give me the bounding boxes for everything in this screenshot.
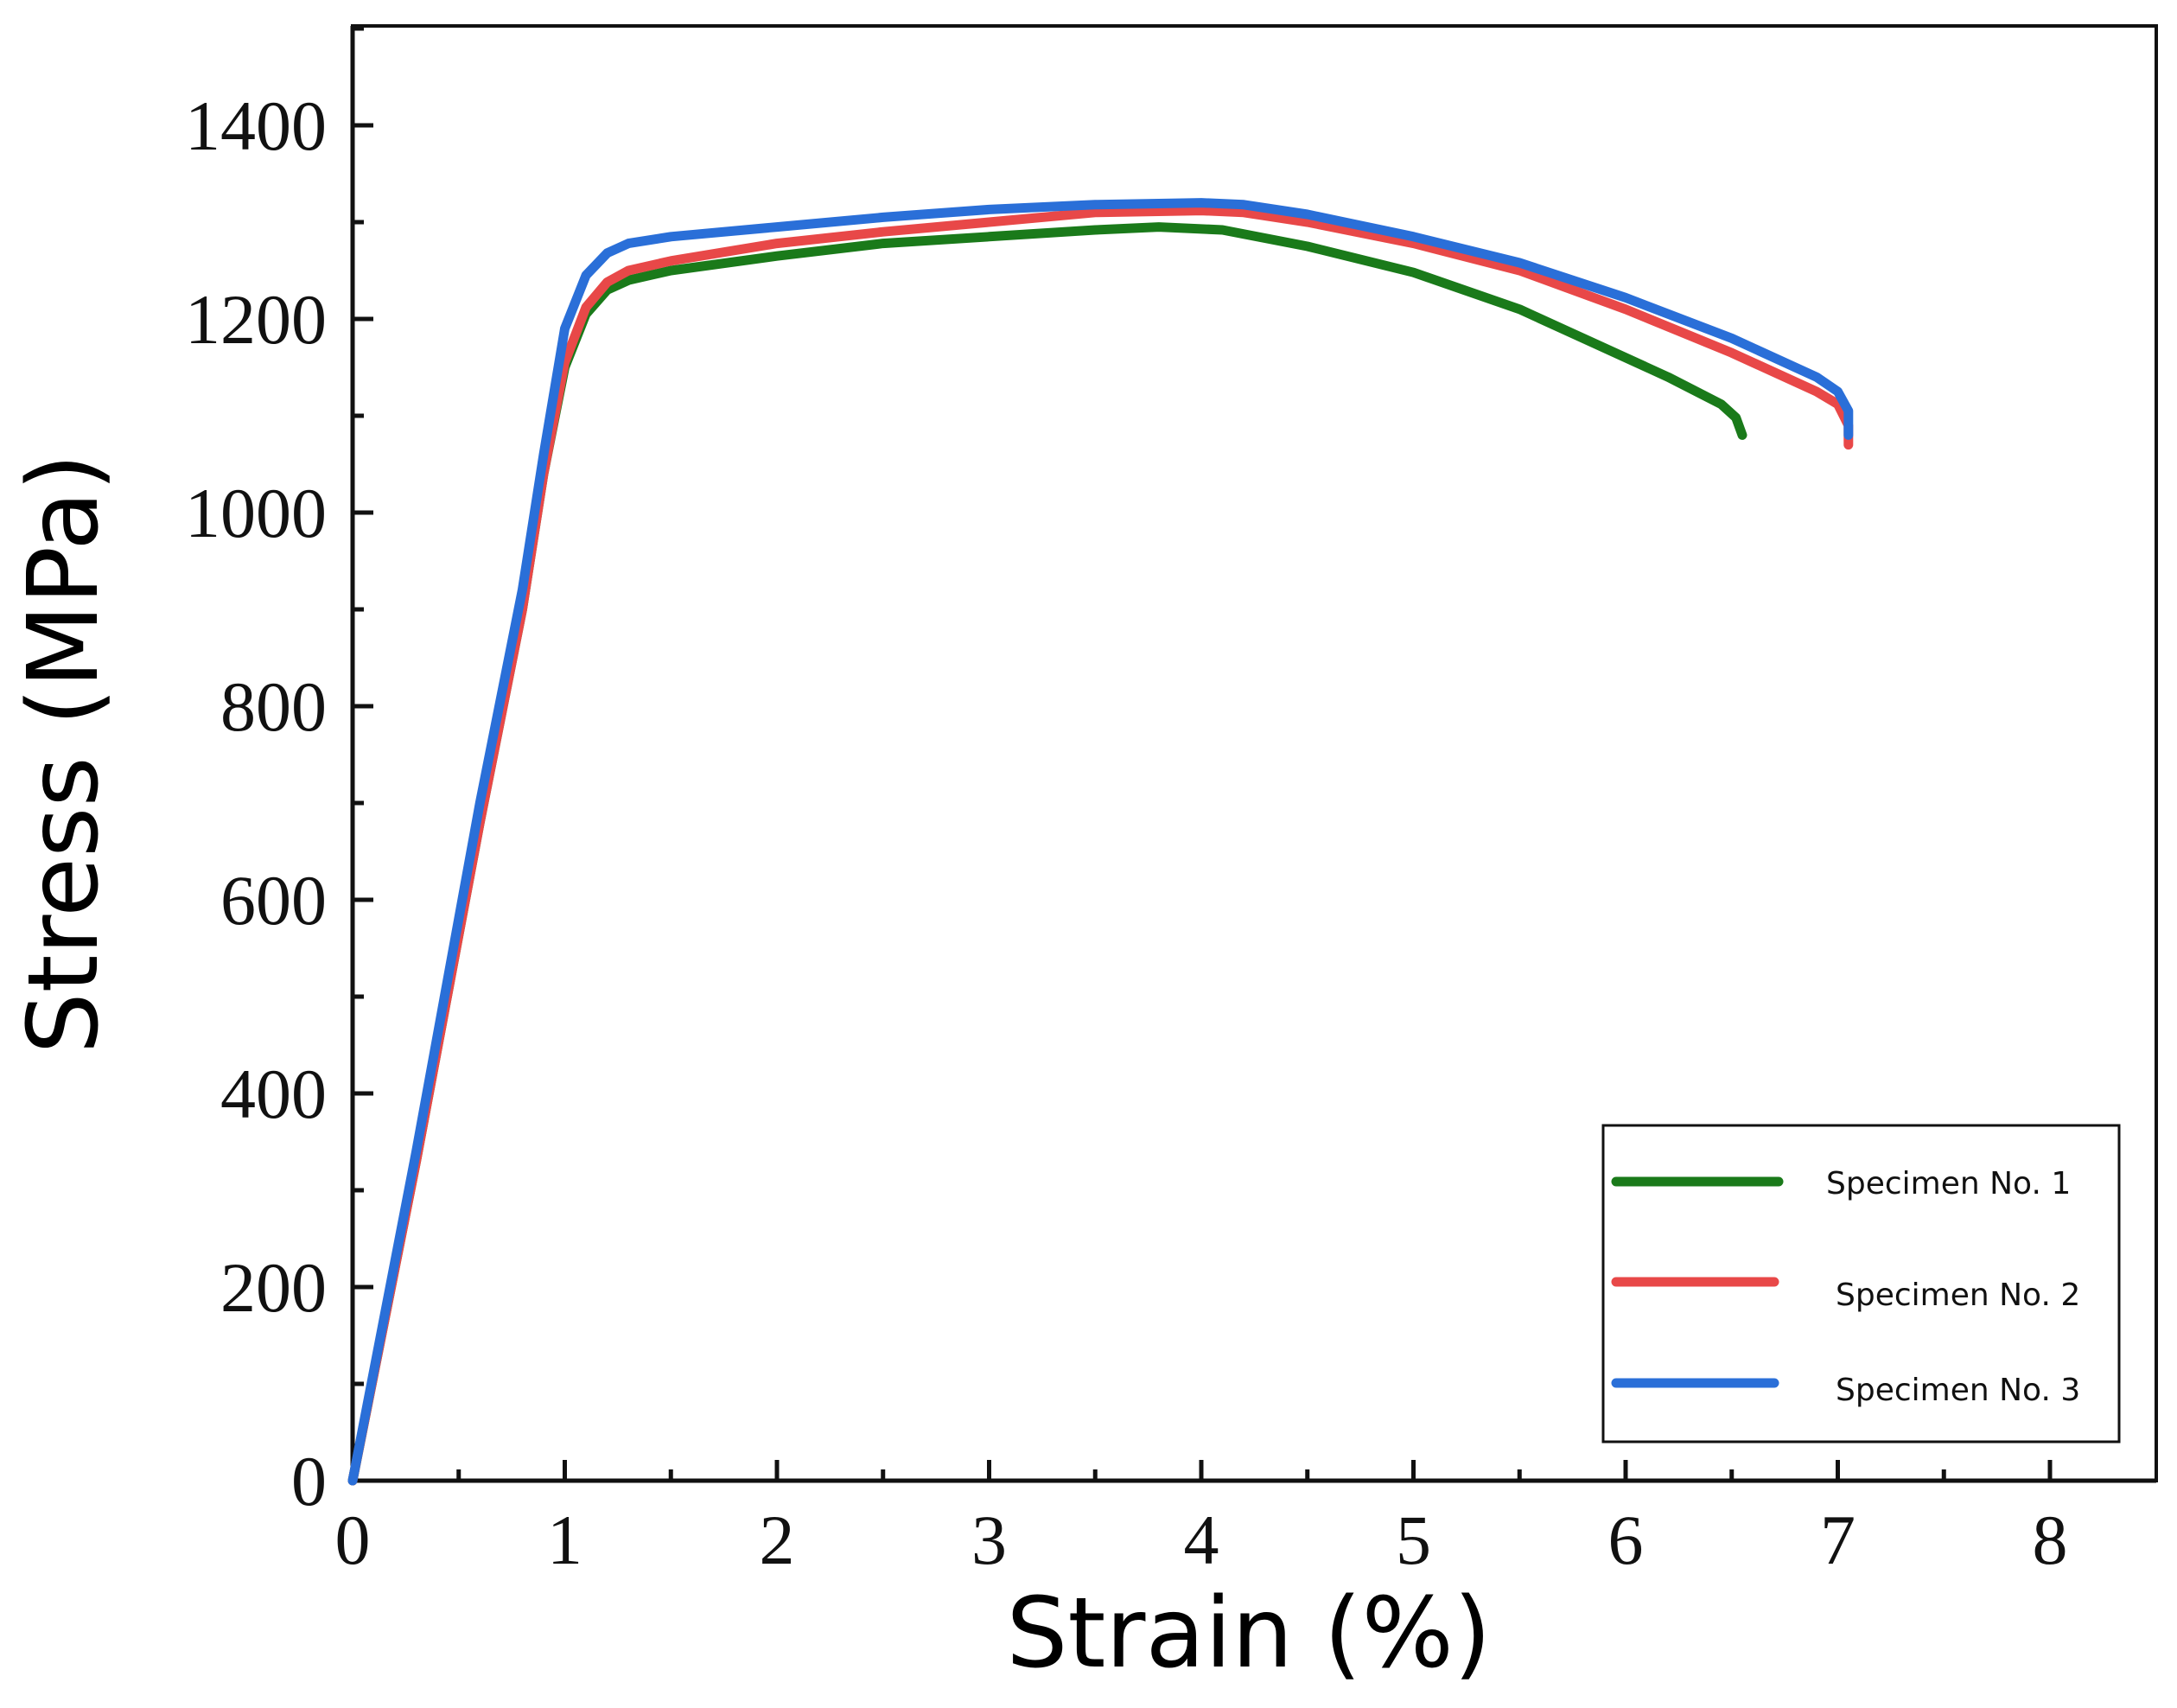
y-tick-label: 200	[220, 1248, 327, 1327]
x-axis-title: Strain (%)	[1006, 1577, 1491, 1690]
y-tick-label: 0	[291, 1442, 327, 1520]
series-line-specimen-1	[347, 222, 1747, 1486]
x-tick-label: 7	[1820, 1501, 1856, 1579]
legend-label-specimen-3: Specimen No. 3	[1836, 1373, 2080, 1408]
x-tick-label: 6	[1608, 1501, 1644, 1579]
y-tick-label: 1400	[185, 86, 327, 165]
x-tick-label: 0	[335, 1501, 371, 1579]
y-tick-label: 1000	[185, 474, 327, 552]
y-tick-label: 1200	[185, 280, 327, 359]
y-tick-label: 800	[220, 667, 327, 746]
y-ticks: 0 200 400 600 800 1000 1200 1400	[185, 26, 373, 1520]
y-tick-label: 600	[220, 861, 327, 940]
legend: Specimen No. 1 Specimen No. 2 Specimen N…	[1601, 1124, 2121, 1444]
series-lines	[347, 198, 1854, 1486]
y-tick-label: 400	[220, 1055, 327, 1133]
legend-label-specimen-1: Specimen No. 1	[1826, 1166, 2071, 1201]
x-ticks: 0 1 2 3 4 5 6 7 8	[335, 1460, 2068, 1579]
legend-label-specimen-2: Specimen No. 2	[1836, 1278, 2080, 1313]
series-line-specimen-3	[347, 198, 1854, 1486]
x-tick-label: 8	[2033, 1501, 2068, 1579]
x-tick-label: 2	[760, 1501, 795, 1579]
x-tick-label: 5	[1396, 1501, 1431, 1579]
y-axis-title: Stress (MPa)	[8, 454, 120, 1055]
x-tick-label: 3	[971, 1501, 1007, 1579]
x-tick-label: 1	[547, 1501, 582, 1579]
x-tick-label: 4	[1184, 1501, 1219, 1579]
